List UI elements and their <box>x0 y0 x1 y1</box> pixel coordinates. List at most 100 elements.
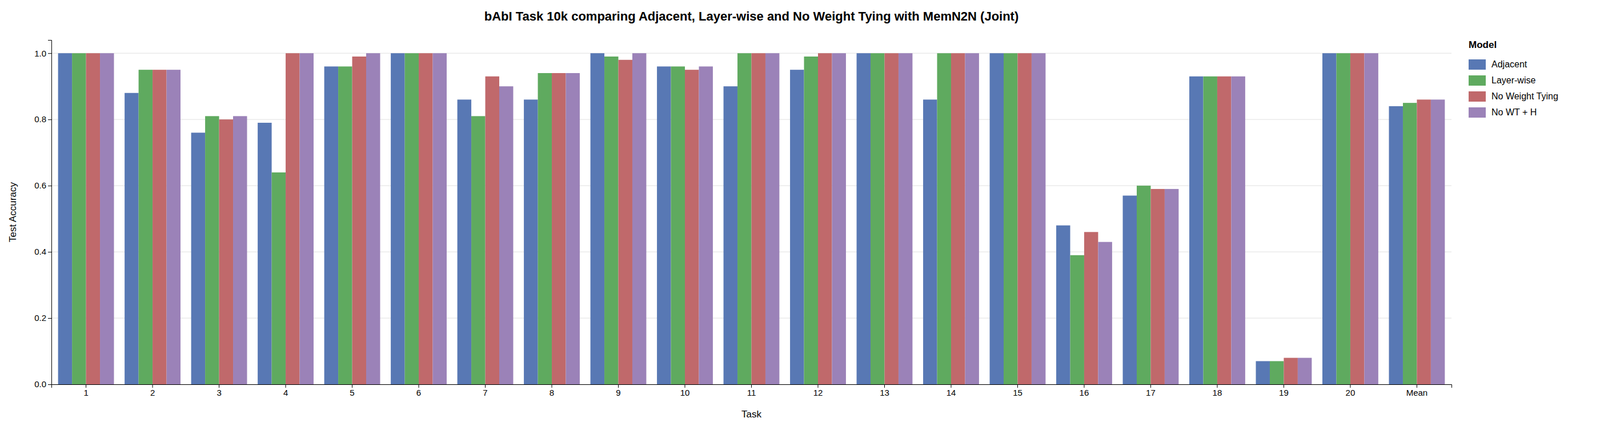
y-tick-label: 0.8 <box>34 114 47 124</box>
y-tick-mark <box>47 185 52 187</box>
bar <box>884 53 898 385</box>
y-tick: 0.4 <box>34 246 52 257</box>
y-axis-title: Test Accuracy <box>7 182 19 243</box>
x-tick: 5 <box>349 384 355 398</box>
bar <box>404 53 419 385</box>
x-tick-label: 13 <box>879 387 890 398</box>
x-tick: 14 <box>946 384 957 398</box>
series <box>58 53 1403 385</box>
y-tick: 0.0 <box>34 379 52 390</box>
bar <box>698 66 713 385</box>
series <box>86 53 1431 385</box>
bar <box>58 53 72 385</box>
x-axis-title: Task <box>741 408 762 420</box>
y-tick-mark <box>47 384 52 386</box>
title: bAbI Task 10k comparing Adjacent, Layer-… <box>484 9 1020 24</box>
x-tick-label: 9 <box>615 387 621 398</box>
legend: ModelAdjacentLayer-wiseNo Weight TyingNo… <box>1468 39 1559 118</box>
x-tick: Mean <box>1406 384 1429 398</box>
bar <box>1350 53 1365 385</box>
bar <box>1336 53 1350 385</box>
x-tick: 2 <box>150 384 155 398</box>
bar <box>1164 189 1179 385</box>
x-tick: 20 <box>1345 384 1356 398</box>
bar <box>1297 358 1312 385</box>
bar <box>271 172 286 385</box>
x-tick: 19 <box>1278 384 1289 398</box>
series <box>71 53 1417 385</box>
bar <box>1322 53 1337 385</box>
bar <box>937 53 952 385</box>
bar <box>99 53 114 385</box>
x-tick-label: 15 <box>1012 387 1023 398</box>
y-tick-label: 0.2 <box>34 313 47 323</box>
legend-label: Adjacent <box>1491 59 1528 70</box>
bar <box>1189 76 1203 385</box>
bar <box>138 69 153 385</box>
bars <box>58 53 1446 385</box>
bar <box>485 76 500 385</box>
x-tick-label: 12 <box>813 387 824 398</box>
bar <box>1031 53 1046 385</box>
bar <box>1217 76 1231 385</box>
x-tick: 16 <box>1079 384 1090 398</box>
bar <box>1256 361 1270 385</box>
bar <box>499 86 513 385</box>
bar <box>166 69 181 385</box>
bar <box>817 53 832 385</box>
bar <box>1430 99 1445 385</box>
bar <box>432 53 447 385</box>
x-tick-label: 3 <box>216 387 222 398</box>
bar <box>656 66 671 385</box>
bar <box>951 53 965 385</box>
y-tick-mark <box>47 53 52 54</box>
x-tick: 13 <box>879 384 890 398</box>
legend-item: No WT + H <box>1468 107 1537 118</box>
bar <box>523 99 538 385</box>
bar <box>604 56 619 385</box>
x-tick: 10 <box>680 384 691 398</box>
x-tick-label: 6 <box>416 387 421 398</box>
x-tick-label: 20 <box>1345 387 1356 398</box>
legend-item: No Weight Tying <box>1468 91 1559 102</box>
bar <box>1069 255 1084 385</box>
y-tick: 1.0 <box>34 47 52 58</box>
bar <box>457 99 472 385</box>
x-tick-label: Mean <box>1406 387 1429 398</box>
legend-item: Adjacent <box>1468 59 1528 70</box>
y-axis: 0.00.20.40.60.81.0 <box>34 40 52 390</box>
bar <box>191 132 206 385</box>
bar <box>71 53 86 385</box>
x-tick-label: 18 <box>1212 387 1223 398</box>
y-axis-line <box>47 40 52 386</box>
bar <box>856 53 871 385</box>
bar <box>923 99 937 385</box>
x-tick-label: 7 <box>482 387 488 398</box>
x-tick: 3 <box>216 384 222 398</box>
y-tick-label: 0.4 <box>34 246 47 257</box>
x-tick-label: 5 <box>349 387 355 398</box>
y-tick-label: 1.0 <box>34 47 47 58</box>
bar <box>964 53 979 385</box>
x-tick: 9 <box>615 384 621 398</box>
bar <box>418 53 433 385</box>
bar <box>390 53 405 385</box>
legend-label: Layer-wise <box>1491 75 1536 86</box>
x-tick-label: 10 <box>680 387 691 398</box>
bar <box>1017 53 1032 385</box>
bar <box>723 86 738 385</box>
x-tick-label: 4 <box>283 387 288 398</box>
bar <box>86 53 100 385</box>
chart: bAbI Task 10k comparing Adjacent, Layer-… <box>0 0 1600 430</box>
bar <box>233 115 247 385</box>
x-tick: 6 <box>416 384 421 398</box>
bar <box>124 93 139 385</box>
bar <box>1003 53 1018 385</box>
bar <box>471 115 485 385</box>
bar <box>1150 189 1165 385</box>
bar <box>765 53 780 385</box>
x-tick-label: 8 <box>549 387 555 398</box>
bar <box>1416 99 1431 385</box>
x-tick: 17 <box>1145 384 1156 398</box>
x-tick-label: 2 <box>150 387 155 398</box>
